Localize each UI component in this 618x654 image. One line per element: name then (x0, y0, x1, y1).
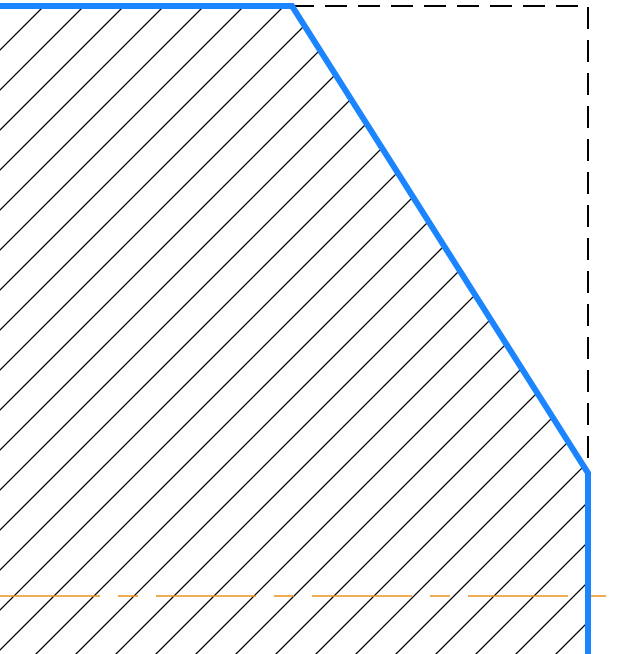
hatch-line (0, 6, 411, 654)
hatch-line (229, 6, 588, 654)
hatch-line (0, 6, 531, 654)
hatch-line (349, 6, 588, 654)
hatch-line (549, 6, 588, 654)
hatch-line (0, 6, 331, 654)
part-profile-outline (0, 3, 591, 654)
hatch-line (309, 6, 588, 654)
hatch-line (0, 6, 371, 654)
hatch-line (0, 6, 451, 654)
hatch-line (0, 6, 251, 654)
hatch-line (509, 6, 588, 654)
hatch-line (69, 6, 588, 654)
hatch-line (29, 6, 588, 654)
hatch-line (0, 6, 131, 654)
hatch-line (0, 6, 211, 654)
hatch-line (429, 6, 588, 654)
hatch-line (0, 6, 171, 654)
hatch-line (269, 6, 588, 654)
hatch-line (149, 6, 588, 654)
hatch-line (109, 6, 588, 654)
hatch-line (389, 6, 588, 654)
hatch-line (0, 6, 291, 654)
hatch-line (0, 6, 571, 654)
hatch-line (0, 6, 491, 654)
stock-envelope-outline (292, 5, 589, 473)
hatch-line (590, 0, 618, 654)
